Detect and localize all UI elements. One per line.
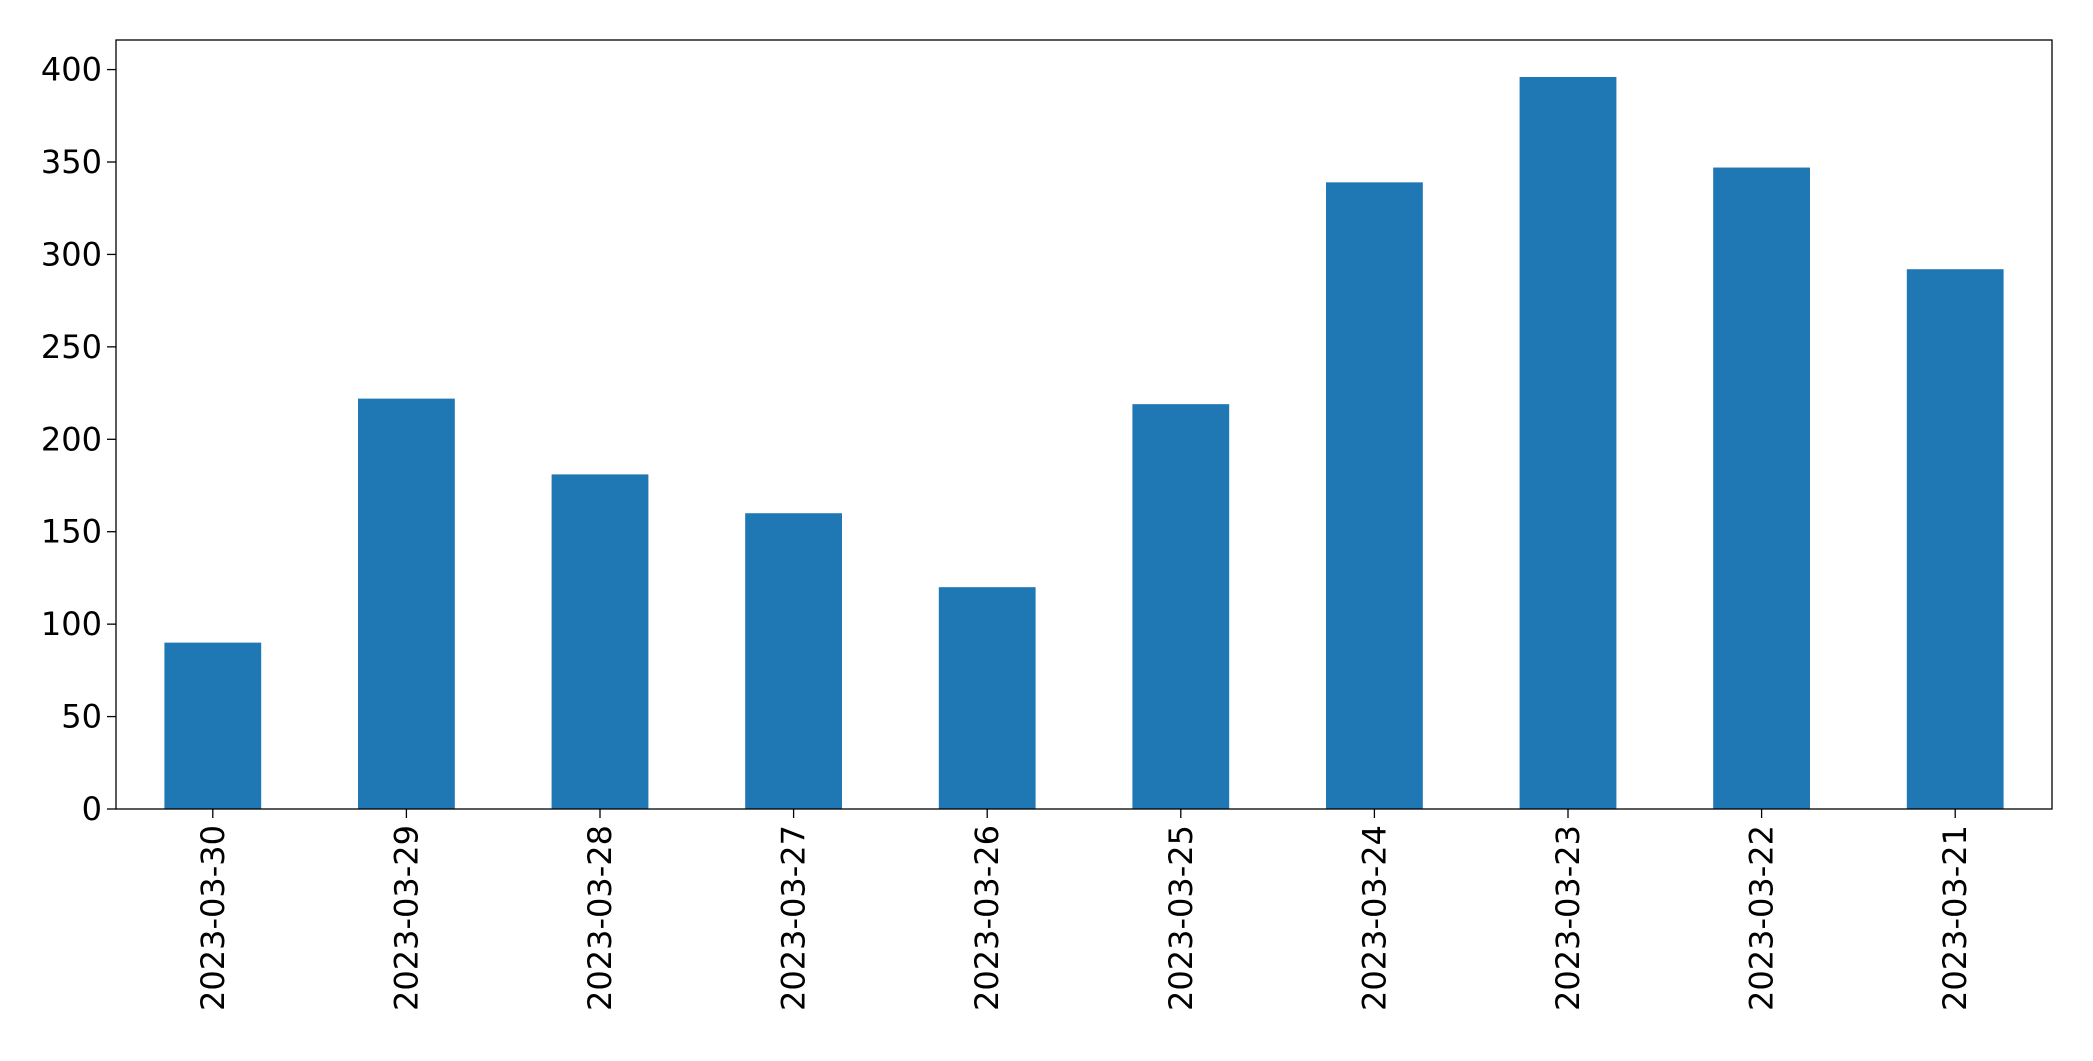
x-tick-label: 2023-03-23 [1549,825,1587,1011]
axes-frame [115,39,2053,810]
y-tick-label: 300 [41,235,102,273]
x-tick-label: 2023-03-30 [194,825,232,1011]
y-tick-label: 0 [82,790,102,828]
x-tick-label: 2023-03-21 [1936,825,1974,1011]
bar [164,642,262,809]
bar [1326,182,1423,810]
bar [1519,76,1617,810]
x-tick-label: 2023-03-25 [1162,825,1200,1011]
x-tick-label: 2023-03-22 [1743,825,1781,1011]
y-tick-label: 350 [41,143,102,181]
x-tick-label: 2023-03-29 [387,825,425,1011]
x-tick-label: 2023-03-27 [775,825,813,1011]
bar [358,398,455,809]
y-tick-label: 250 [41,328,102,366]
bar [1713,167,1810,809]
y-tick-label: 100 [41,605,102,643]
y-tick-label: 400 [41,51,102,89]
y-tick-label: 150 [41,513,102,551]
x-tick-label: 2023-03-28 [581,825,619,1011]
y-tick-label: 50 [61,698,102,736]
x-tick-label: 2023-03-24 [1355,825,1393,1011]
bar [745,513,842,809]
y-tick-label: 200 [41,420,102,458]
bar [1906,269,2004,809]
bar [551,474,649,809]
x-tick-label: 2023-03-26 [968,825,1006,1011]
bar [938,587,1036,809]
bar [1132,404,1230,809]
